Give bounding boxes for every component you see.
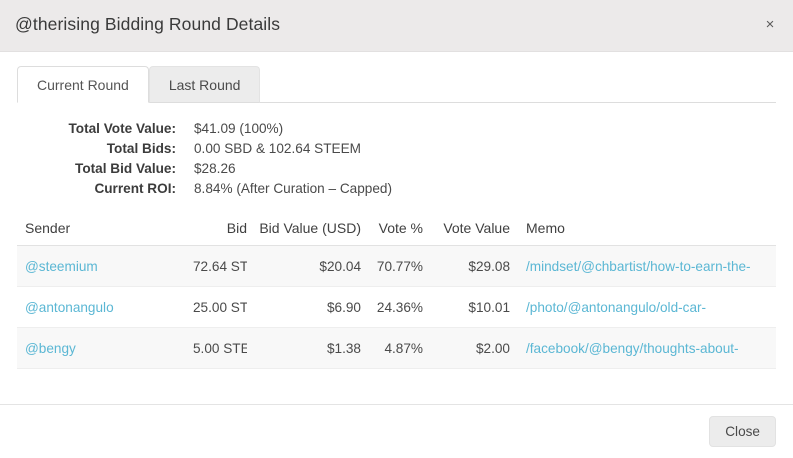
cell-memo: /photo/@antonangulo/old-car-: [510, 286, 776, 328]
bids-table-head: Sender Bid Bid Value (USD) Vote % Vote V…: [17, 220, 776, 246]
dialog-header: @therising Bidding Round Details ×: [0, 0, 793, 52]
dialog-body: Current Round Last Round Total Vote Valu…: [0, 66, 793, 369]
dialog-title: @therising Bidding Round Details: [15, 14, 281, 34]
table-row: @steemium 72.64 STEEM $20.04 70.77% $29.…: [17, 245, 776, 287]
column-header-bid-value: Bid Value (USD): [247, 220, 361, 246]
summary-value-total-vote-value: $41.09 (100%): [194, 121, 284, 136]
summary-value-total-bids: 0.00 SBD & 102.64 STEEM: [194, 141, 361, 156]
table-row: @bengy 5.00 STEEM $1.38 4.87% $2.00 /fac…: [17, 327, 776, 369]
tab-last-round[interactable]: Last Round: [148, 66, 261, 103]
sender-link[interactable]: @antonangulo: [25, 299, 114, 315]
sender-link[interactable]: @bengy: [25, 340, 76, 356]
cell-sender: @steemium: [17, 245, 193, 287]
round-summary: Total Vote Value: $41.09 (100%) Total Bid…: [0, 103, 793, 199]
summary-label-current-roi: Current ROI:: [94, 181, 176, 196]
summary-row-total-vote-value: Total Vote Value: $41.09 (100%): [0, 119, 793, 139]
cell-bid-value: $6.90: [247, 286, 361, 328]
column-header-vote-value: Vote Value: [423, 220, 510, 246]
cell-vote-pct: 24.36%: [361, 286, 423, 328]
sender-link[interactable]: @steemium: [25, 258, 98, 274]
bids-table-body: @steemium 72.64 STEEM $20.04 70.77% $29.…: [17, 245, 776, 369]
summary-label-total-vote-value: Total Vote Value:: [68, 121, 176, 136]
summary-value-total-bid-value: $28.26: [194, 161, 236, 176]
cell-vote-pct: 4.87%: [361, 327, 423, 369]
cell-bid: 5.00 STEEM: [193, 327, 247, 369]
cell-bid: 72.64 STEEM: [193, 245, 247, 287]
close-icon[interactable]: ×: [759, 14, 781, 36]
cell-vote-value: $29.08: [423, 245, 510, 287]
memo-link[interactable]: /facebook/@bengy/thoughts-about-: [526, 340, 739, 356]
summary-label-total-bid-value: Total Bid Value:: [75, 161, 176, 176]
summary-row-total-bid-value: Total Bid Value: $28.26: [0, 159, 793, 179]
memo-link[interactable]: /photo/@antonangulo/old-car-: [526, 299, 707, 315]
column-header-vote-pct: Vote %: [361, 220, 423, 246]
column-header-bid: Bid: [193, 220, 247, 246]
dialog-footer: Close: [0, 404, 793, 458]
tab-current-round[interactable]: Current Round: [17, 66, 149, 103]
memo-link[interactable]: /mindset/@chbartist/how-to-earn-the-: [526, 258, 751, 274]
summary-label-total-bids: Total Bids:: [106, 141, 176, 156]
cell-memo: /mindset/@chbartist/how-to-earn-the-: [510, 245, 776, 287]
summary-value-current-roi: 8.84% (After Curation – Capped): [194, 181, 392, 196]
close-button[interactable]: Close: [709, 416, 776, 447]
summary-row-current-roi: Current ROI: 8.84% (After Curation – Capp…: [0, 179, 793, 199]
column-header-sender: Sender: [17, 220, 193, 246]
cell-bid-value: $1.38: [247, 327, 361, 369]
cell-bid: 25.00 STEEM: [193, 286, 247, 328]
bids-table: Sender Bid Bid Value (USD) Vote % Vote V…: [17, 220, 776, 369]
cell-vote-value: $2.00: [423, 327, 510, 369]
summary-row-total-bids: Total Bids: 0.00 SBD & 102.64 STEEM: [0, 139, 793, 159]
bids-table-container: Sender Bid Bid Value (USD) Vote % Vote V…: [17, 220, 776, 369]
tab-bar: Current Round Last Round: [17, 66, 776, 103]
table-row: @antonangulo 25.00 STEEM $6.90 24.36% $1…: [17, 286, 776, 328]
cell-vote-value: $10.01: [423, 286, 510, 328]
column-header-memo: Memo: [510, 220, 776, 246]
table-header-row: Sender Bid Bid Value (USD) Vote % Vote V…: [17, 220, 776, 246]
cell-vote-pct: 70.77%: [361, 245, 423, 287]
cell-bid-value: $20.04: [247, 245, 361, 287]
cell-sender: @antonangulo: [17, 286, 193, 328]
cell-sender: @bengy: [17, 327, 193, 369]
cell-memo: /facebook/@bengy/thoughts-about-: [510, 327, 776, 369]
